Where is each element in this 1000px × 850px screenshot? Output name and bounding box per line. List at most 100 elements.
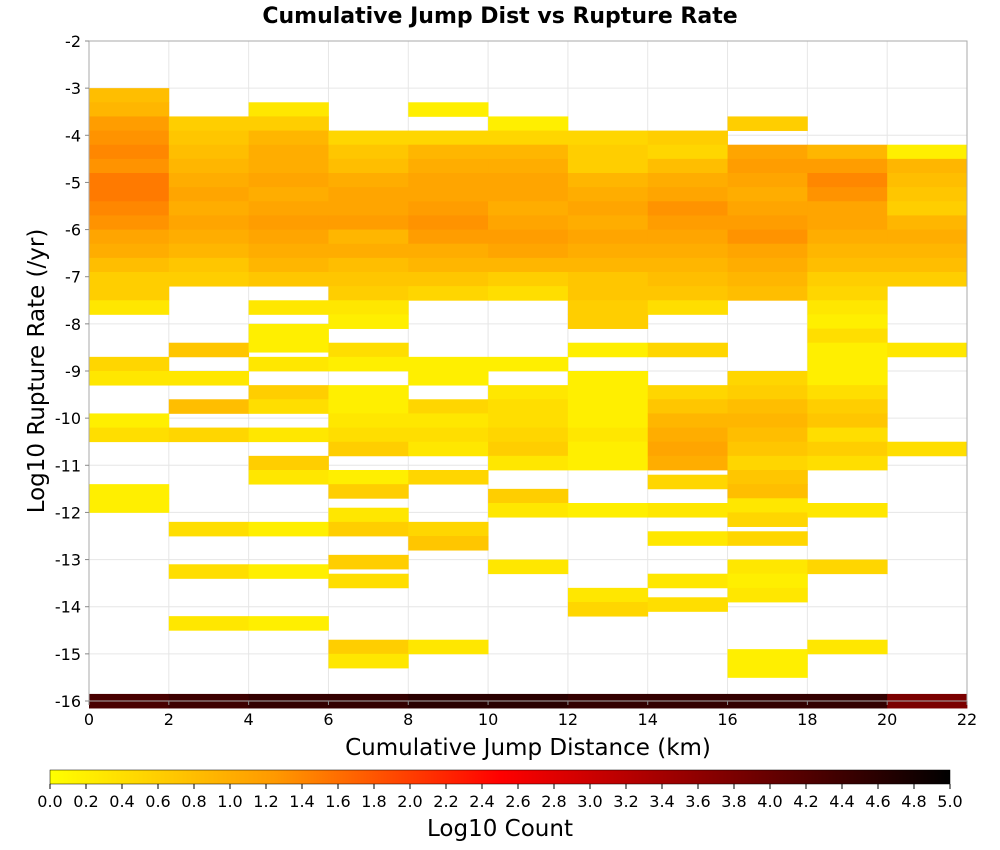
y-tick-label: -5 [65,173,81,192]
heatmap-cell [647,300,728,315]
heatmap-cell [647,187,728,202]
heatmap-cell [328,173,409,188]
colorbar-tick-label: 4.0 [757,792,782,811]
x-axis-ticks: 0 2 4 6 8 10 12 14 16 18 20 22 [84,701,977,729]
heatmap-cell [567,399,649,414]
heatmap-cell [248,470,329,485]
heatmap-cell [328,130,409,146]
heatmap-cell [408,187,489,202]
y-tick-label: -12 [55,503,81,522]
colorbar-tick-label: 2.4 [469,792,494,811]
heatmap-cell [647,413,728,428]
heatmap-cell [168,257,250,273]
heatmap-cell [328,507,409,523]
heatmap-cell [807,314,888,329]
heatmap-cell [567,385,649,400]
heatmap-cell [807,399,888,414]
heatmap-cell [567,413,649,428]
heatmap-cell [248,356,329,372]
heatmap-cell [328,300,409,315]
heatmap-cell [647,474,728,490]
heatmap-cell [168,229,250,245]
heatmap-cell [887,158,968,174]
heatmap-cell [248,187,329,202]
heatmap-cell [807,144,888,160]
heatmap-cell [328,272,409,287]
heatmap-cell [89,356,170,372]
heatmap-cell [168,201,250,216]
heatmap-cell [727,215,808,230]
heatmap-cell [727,286,808,301]
heatmap-cell [727,201,808,216]
heatmap-cell [488,257,569,273]
heatmap-cell [727,649,808,664]
colorbar-tick-label: 1.6 [325,792,350,811]
heatmap-cell [488,201,569,216]
heatmap-cell [168,116,250,131]
heatmap-cell [408,215,489,230]
heatmap-cell [567,427,649,443]
heatmap-cell [328,413,409,428]
heatmap-cell [567,229,649,245]
heatmap-cell [408,243,489,259]
heatmap-cell [567,342,649,358]
heatmap-cell [248,229,329,245]
heatmap-cell [248,215,329,230]
heatmap-cell [328,201,409,216]
heatmap-cell [89,102,170,117]
heatmap-cell [488,243,569,259]
x-tick-label: 2 [164,710,174,729]
heatmap-cell [567,243,649,259]
heatmap-cell [727,470,808,485]
heatmap-cell [488,215,569,230]
y-tick-label: -8 [65,315,81,334]
heatmap-cell [248,201,329,216]
heatmap-cell [408,413,489,428]
heatmap-cell [567,286,649,301]
heatmap-cell [727,484,808,499]
heatmap-cell [647,144,728,160]
heatmap-cell [567,455,649,471]
x-tick-label: 0 [84,710,94,729]
heatmap-cell [328,653,409,669]
heatmap-cell [488,356,569,372]
heatmap-cell [727,427,808,443]
heatmap-cell [727,455,808,471]
heatmap-cell [807,559,888,575]
heatmap-cell [248,521,329,537]
heatmap-cell [328,257,409,273]
heatmap-cell [408,427,489,443]
heatmap-cell [408,144,489,160]
colorbar-tick-label: 3.8 [721,792,746,811]
heatmap-cell [727,385,808,400]
heatmap-cell [807,187,888,202]
heatmap-cell [328,342,409,358]
heatmap-cell [567,314,649,329]
heatmap-cell [727,573,808,589]
heatmap-cell [328,484,409,499]
colorbar-tick-label: 1.2 [253,792,278,811]
heatmap-cell [408,102,489,117]
heatmap-cell [408,158,489,174]
heatmap-cell [89,116,170,131]
y-tick-label: -14 [55,598,81,617]
heatmap-cell [488,399,569,414]
y-tick-label: -15 [55,645,81,664]
heatmap-cell [647,272,728,287]
colorbar-tick-label: 0.4 [109,792,134,811]
heatmap-cell [807,158,888,174]
heatmap-cell [328,639,409,655]
heatmap-cell [807,413,888,428]
colorbar-tick-label: 4.2 [793,792,818,811]
colorbar-tick-label: 2.8 [541,792,566,811]
heatmap-cell [647,531,728,546]
x-tick-label: 14 [638,710,658,729]
heatmap-cell [408,201,489,216]
heatmap-cell [727,243,808,259]
heatmap-cell [807,639,888,655]
heatmap-cell [567,371,649,386]
heatmap-cell [807,342,888,358]
heatmap-cell [408,286,489,301]
heatmap-cell [248,130,329,146]
heatmap-cell [89,187,170,202]
